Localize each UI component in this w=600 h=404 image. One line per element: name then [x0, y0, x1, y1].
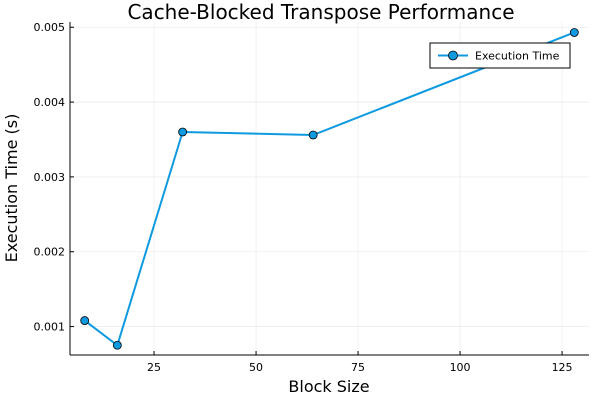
axes: [69, 22, 589, 356]
y-ticks: 0.001 0.002 0.003 0.004 0.005: [34, 21, 74, 334]
legend: Execution Time: [429, 42, 571, 69]
y-tick-label: 0.005: [34, 21, 66, 34]
legend-marker-swatch: [448, 50, 458, 61]
y-tick-label: 0.003: [34, 171, 66, 184]
grid: [70, 22, 589, 355]
x-tick-label: 25: [147, 361, 161, 374]
data-point: [80, 316, 90, 325]
series-line: [84, 31, 575, 347]
data-point: [569, 28, 579, 37]
y-tick-label: 0.004: [34, 96, 66, 109]
x-tick-label: 75: [351, 361, 365, 374]
x-axis-label: Block Size: [288, 377, 369, 396]
x-tick-label: 100: [450, 361, 471, 374]
series: [80, 28, 579, 350]
data-point: [308, 130, 318, 140]
legend-label: Execution Time: [475, 50, 560, 63]
y-tick-label: 0.002: [34, 246, 66, 259]
chart-title: Cache-Blocked Transpose Performance: [127, 0, 514, 24]
x-tick-label: 125: [552, 361, 573, 374]
data-point: [178, 127, 188, 137]
x-ticks: 25 50 75 100 125: [147, 351, 573, 374]
y-tick-label: 0.001: [34, 321, 66, 334]
data-point: [112, 340, 122, 350]
y-axis-label: Execution Time (s): [2, 114, 21, 263]
x-tick-label: 50: [249, 361, 263, 374]
